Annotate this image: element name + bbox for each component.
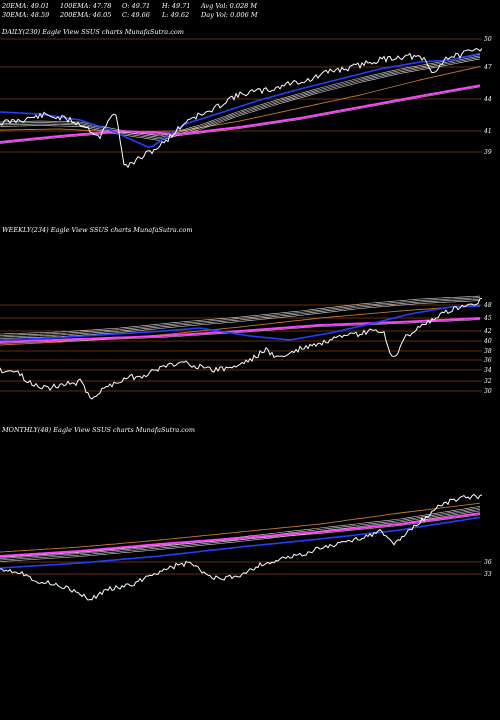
weekly-title: WEEKLY(234) Eagle View SSUS charts Munaf… xyxy=(2,226,192,234)
weekly-price-line xyxy=(0,297,483,400)
weekly-tick-label: 36 xyxy=(484,357,492,364)
weekly-series xyxy=(0,295,483,400)
monthly-ema-mid-line xyxy=(0,509,481,561)
daily-ticks: 50 47 44 41 39 xyxy=(483,36,492,156)
weekly-ema-mid-line xyxy=(0,300,481,339)
daily-tick-label: 41 xyxy=(483,128,492,135)
weekly-ema-slow-line xyxy=(0,304,481,346)
daily-tick-label: 50 xyxy=(484,36,492,43)
monthly-ema-long-line xyxy=(0,512,481,557)
header-high: H: 49.71 xyxy=(161,2,191,10)
daily-ema-fast-line xyxy=(0,52,481,148)
header-open: O: 49.71 xyxy=(122,2,150,10)
daily-title: DAILY(230) Eagle View SSUS charts Munafa… xyxy=(1,28,184,36)
weekly-tick-label: 38 xyxy=(484,348,492,355)
monthly-ema-slow-line xyxy=(0,502,481,553)
monthly-tick-label: 33 xyxy=(484,571,492,578)
daily-ema-long-line xyxy=(0,84,481,143)
daily-price-line xyxy=(0,48,483,169)
header-avg-vol: Avg Vol: 0.028 M xyxy=(200,2,257,10)
weekly-tick-label: 30 xyxy=(484,388,492,395)
daily-ema-slow-line xyxy=(0,66,481,133)
header-200ema: 200EMA: 46.05 xyxy=(59,11,111,19)
weekly-ema-fast-line xyxy=(0,305,481,341)
weekly-ema-long-band xyxy=(0,319,481,344)
weekly-tick-label: 48 xyxy=(483,302,492,309)
header-20ema: 20EMA: 49.01 xyxy=(1,2,49,10)
header: 20EMA: 49.01 100EMA: 47.78 O: 49.71 H: 4… xyxy=(1,2,258,19)
weekly-ema-mid-line xyxy=(0,298,481,338)
weekly-ticks: 48 45 42 40 38 36 34 32 30 xyxy=(483,302,492,395)
weekly-ema-mid-line xyxy=(0,297,481,336)
monthly-ema-long-band xyxy=(0,514,481,558)
header-low: L: 49.62 xyxy=(161,11,189,19)
weekly-panel: WEEKLY(234) Eagle View SSUS charts Munaf… xyxy=(0,226,492,400)
daily-panel: DAILY(230) Eagle View SSUS charts Munafa… xyxy=(0,28,492,169)
monthly-ema-fast-line xyxy=(0,516,481,569)
monthly-ticks: 36 33 xyxy=(484,559,492,578)
monthly-panel: MONTHLY(48) Eagle View SSUS charts Munaf… xyxy=(0,426,492,601)
monthly-series xyxy=(0,493,483,601)
weekly-tick-label: 32 xyxy=(484,378,492,385)
daily-tick-label: 47 xyxy=(483,64,492,71)
daily-tick-label: 39 xyxy=(484,149,492,156)
daily-ema-mid-line xyxy=(0,55,481,138)
monthly-title: MONTHLY(48) Eagle View SSUS charts Munaf… xyxy=(1,426,195,434)
weekly-tick-label: 40 xyxy=(483,338,492,345)
weekly-ema-mid-line xyxy=(0,295,481,335)
header-30ema: 30EMA: 48.59 xyxy=(2,11,49,19)
daily-ema-long-band xyxy=(0,86,481,144)
header-100ema: 100EMA: 47.78 xyxy=(60,2,111,10)
header-close: C: 49.66 xyxy=(122,11,150,19)
header-day-vol: Day Vol: 0.006 M xyxy=(200,11,258,19)
weekly-ema-long-line xyxy=(0,317,481,343)
daily-ema-mid-line xyxy=(0,54,481,137)
weekly-tick-label: 34 xyxy=(484,367,492,374)
weekly-tick-label: 45 xyxy=(483,315,492,322)
weekly-tick-label: 42 xyxy=(483,328,492,335)
daily-tick-label: 44 xyxy=(483,96,492,103)
monthly-price-line xyxy=(0,493,483,601)
monthly-grid xyxy=(0,561,482,575)
daily-ema-mid-line xyxy=(0,58,481,141)
monthly-tick-label: 36 xyxy=(484,559,492,566)
daily-series xyxy=(0,48,483,169)
